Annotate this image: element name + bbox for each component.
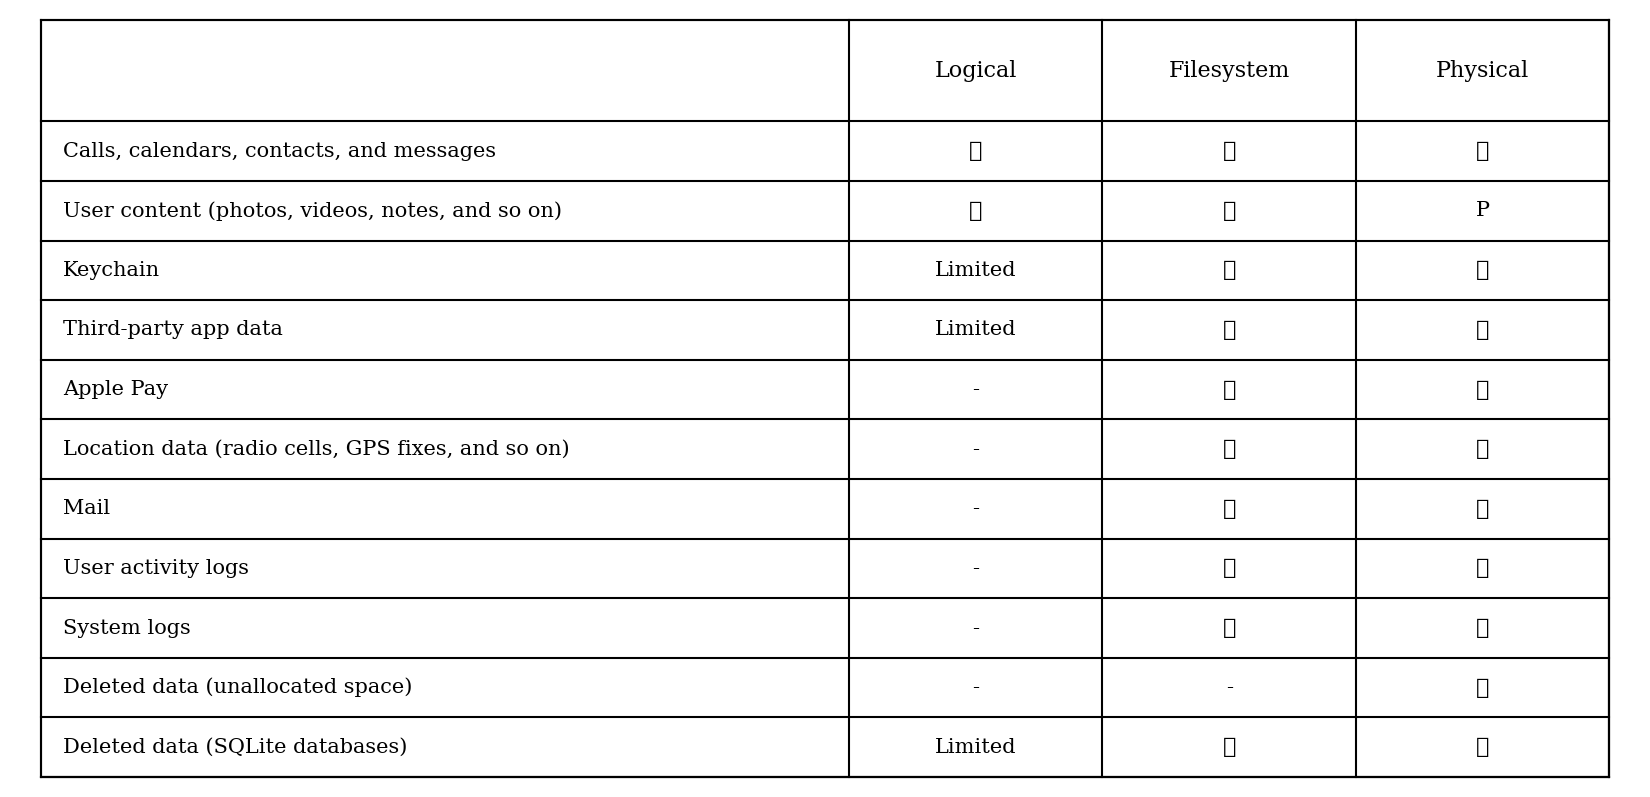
Text: Limited: Limited bbox=[936, 320, 1016, 340]
Text: ✓: ✓ bbox=[1223, 617, 1236, 639]
Text: ✓: ✓ bbox=[1475, 557, 1490, 579]
Text: ✓: ✓ bbox=[1475, 736, 1490, 758]
Text: ✓: ✓ bbox=[1223, 557, 1236, 579]
Text: Deleted data (unallocated space): Deleted data (unallocated space) bbox=[63, 677, 412, 697]
Text: ✓: ✓ bbox=[1475, 379, 1490, 401]
Text: User activity logs: User activity logs bbox=[63, 559, 249, 578]
Text: ✓: ✓ bbox=[969, 140, 982, 162]
Text: -: - bbox=[972, 559, 978, 578]
Text: Filesystem: Filesystem bbox=[1168, 60, 1290, 81]
Text: Third-party app data: Third-party app data bbox=[63, 320, 282, 340]
Text: ✓: ✓ bbox=[1223, 140, 1236, 162]
Text: -: - bbox=[972, 678, 978, 697]
Text: User content (photos, videos, notes, and so on): User content (photos, videos, notes, and… bbox=[63, 201, 561, 221]
Text: Limited: Limited bbox=[936, 738, 1016, 757]
Text: -: - bbox=[972, 499, 978, 518]
Text: -: - bbox=[972, 380, 978, 399]
Text: System logs: System logs bbox=[63, 618, 190, 638]
Text: ✓: ✓ bbox=[1223, 498, 1236, 520]
Text: ✓: ✓ bbox=[1223, 259, 1236, 281]
Text: -: - bbox=[1226, 678, 1233, 697]
Text: ✓: ✓ bbox=[1475, 319, 1490, 341]
Text: ✓: ✓ bbox=[1475, 140, 1490, 162]
Text: ✓: ✓ bbox=[1223, 736, 1236, 758]
Text: ✓: ✓ bbox=[1223, 200, 1236, 222]
Text: -: - bbox=[972, 618, 978, 638]
Text: ✓: ✓ bbox=[1223, 379, 1236, 401]
Text: Limited: Limited bbox=[936, 261, 1016, 280]
Text: Apple Pay: Apple Pay bbox=[63, 380, 168, 399]
Text: ✓: ✓ bbox=[1475, 498, 1490, 520]
Text: ✓: ✓ bbox=[1475, 677, 1490, 699]
Text: Physical: Physical bbox=[1436, 60, 1530, 81]
Text: P: P bbox=[1475, 201, 1490, 220]
Text: ✓: ✓ bbox=[1475, 259, 1490, 281]
Text: ✓: ✓ bbox=[1223, 438, 1236, 460]
Text: Location data (radio cells, GPS fixes, and so on): Location data (radio cells, GPS fixes, a… bbox=[63, 440, 569, 459]
Text: Deleted data (SQLite databases): Deleted data (SQLite databases) bbox=[63, 738, 408, 757]
Text: ✓: ✓ bbox=[1475, 617, 1490, 639]
Text: Calls, calendars, contacts, and messages: Calls, calendars, contacts, and messages bbox=[63, 142, 495, 160]
Text: Mail: Mail bbox=[63, 499, 111, 518]
Text: ✓: ✓ bbox=[1223, 319, 1236, 341]
Text: ✓: ✓ bbox=[969, 200, 982, 222]
Text: Keychain: Keychain bbox=[63, 261, 160, 280]
Text: -: - bbox=[972, 440, 978, 459]
Text: ✓: ✓ bbox=[1475, 438, 1490, 460]
Text: Logical: Logical bbox=[934, 60, 1016, 81]
